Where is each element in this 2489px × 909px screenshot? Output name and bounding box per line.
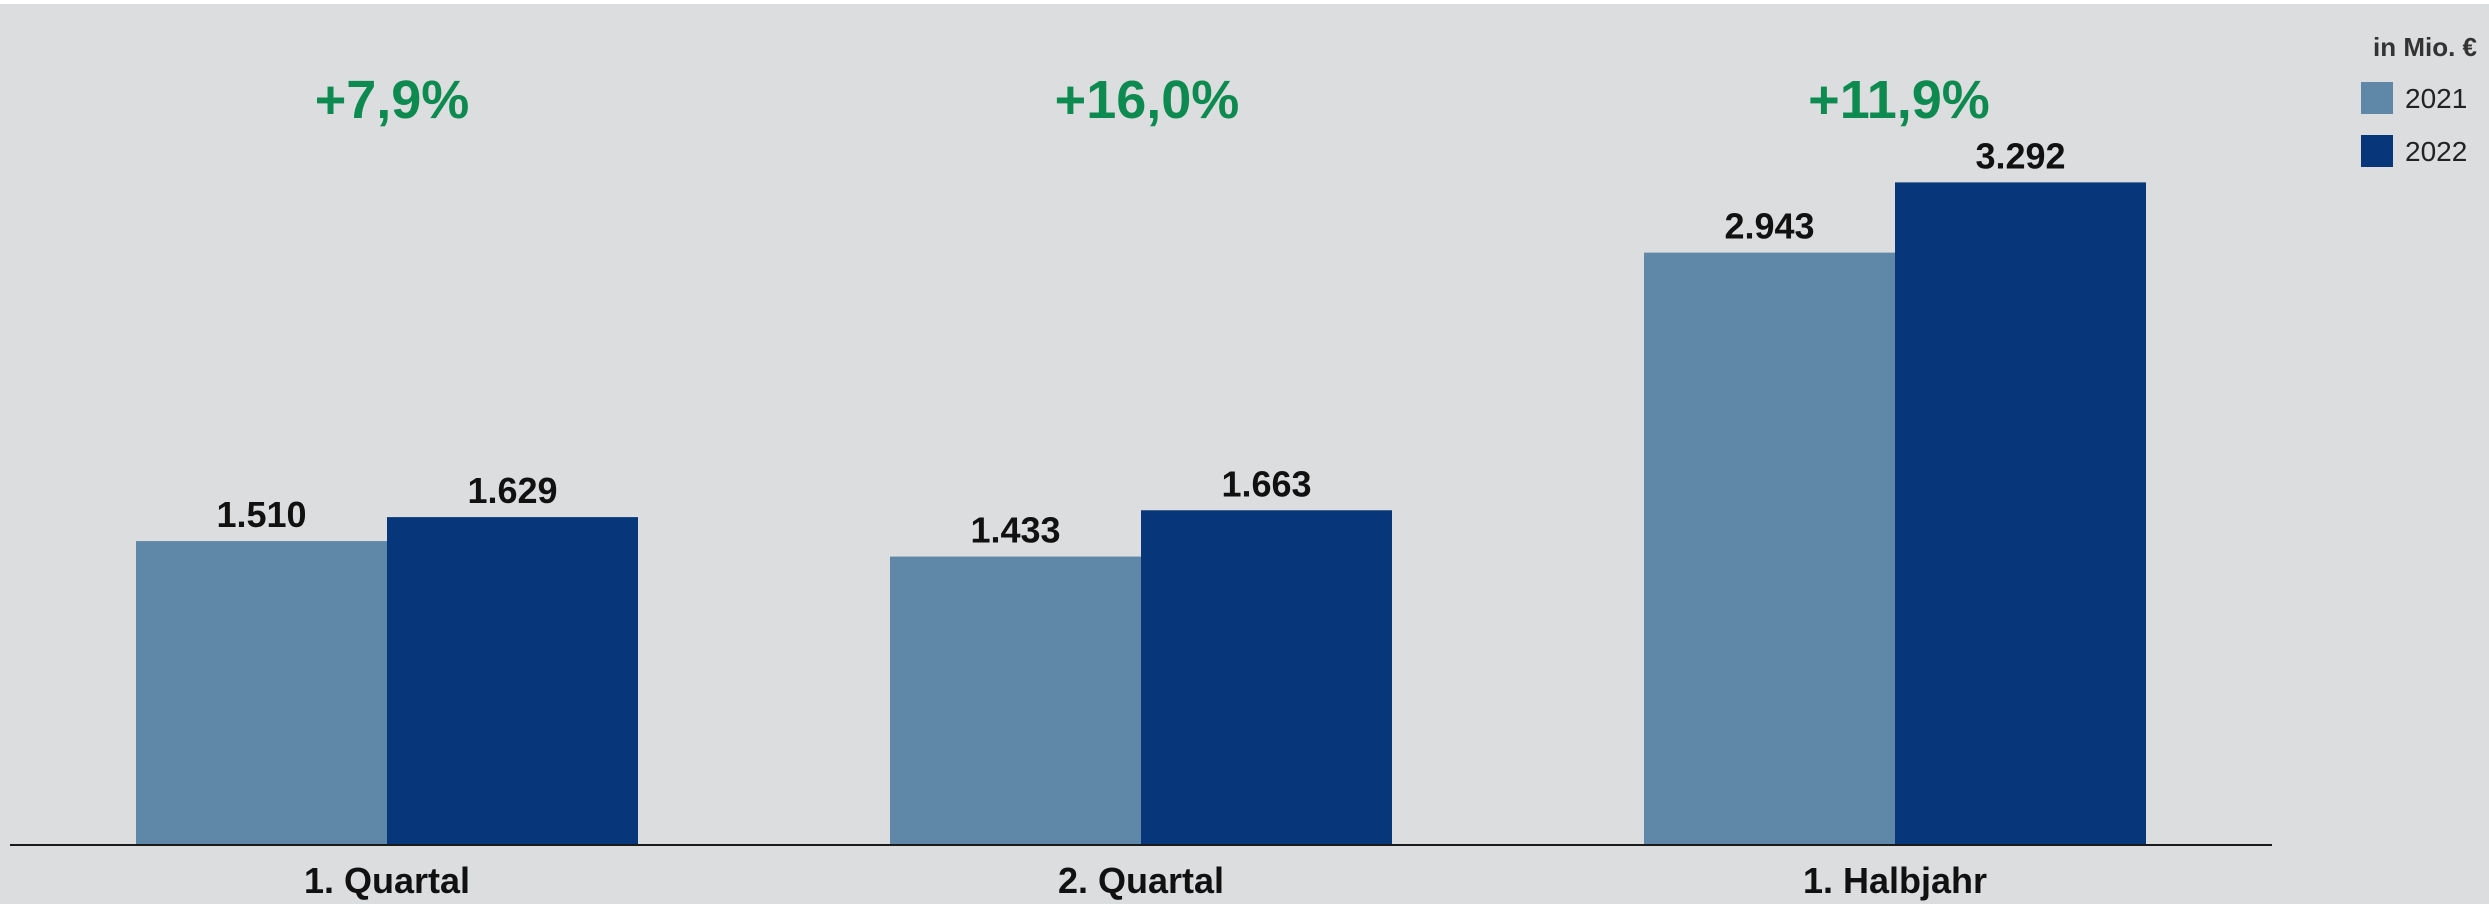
legend-swatch-2022: [2361, 135, 2393, 167]
legend-unit-label: in Mio. €: [2373, 32, 2477, 62]
x-tick-label: 2. Quartal: [1058, 860, 1224, 901]
x-tick-label: 1. Halbjahr: [1803, 860, 1987, 901]
bar-2022-2: [1141, 510, 1392, 845]
legend-entry-label: 2022: [2405, 136, 2467, 167]
legend: in Mio. € 2021 2022: [2361, 32, 2477, 167]
labels-layer: 1.510 1.629 1. Quartal +7,9% 1.433 1.663 2. Qu…: [216, 70, 2065, 901]
bars-layer: [136, 182, 2146, 845]
change-annotation: +11,9%: [1808, 70, 1990, 130]
bar-2022-3: [1895, 182, 2146, 845]
bar-2021-1: [136, 541, 387, 845]
legend-swatch-2021: [2361, 82, 2393, 114]
data-label: 2.943: [1724, 206, 1814, 247]
data-label: 1.433: [970, 510, 1060, 551]
change-annotation: +16,0%: [1055, 70, 1240, 130]
data-label: 1.663: [1221, 463, 1311, 504]
legend-entry-label: 2021: [2405, 83, 2467, 114]
bar-2021-3: [1644, 252, 1895, 845]
change-annotation: +7,9%: [315, 70, 470, 130]
x-tick-label: 1. Quartal: [304, 860, 470, 901]
data-label: 1.510: [216, 494, 306, 535]
data-label: 3.292: [1975, 135, 2065, 176]
data-label: 1.629: [467, 470, 557, 511]
bar-2021-2: [890, 556, 1141, 845]
bar-2022-1: [387, 517, 638, 845]
